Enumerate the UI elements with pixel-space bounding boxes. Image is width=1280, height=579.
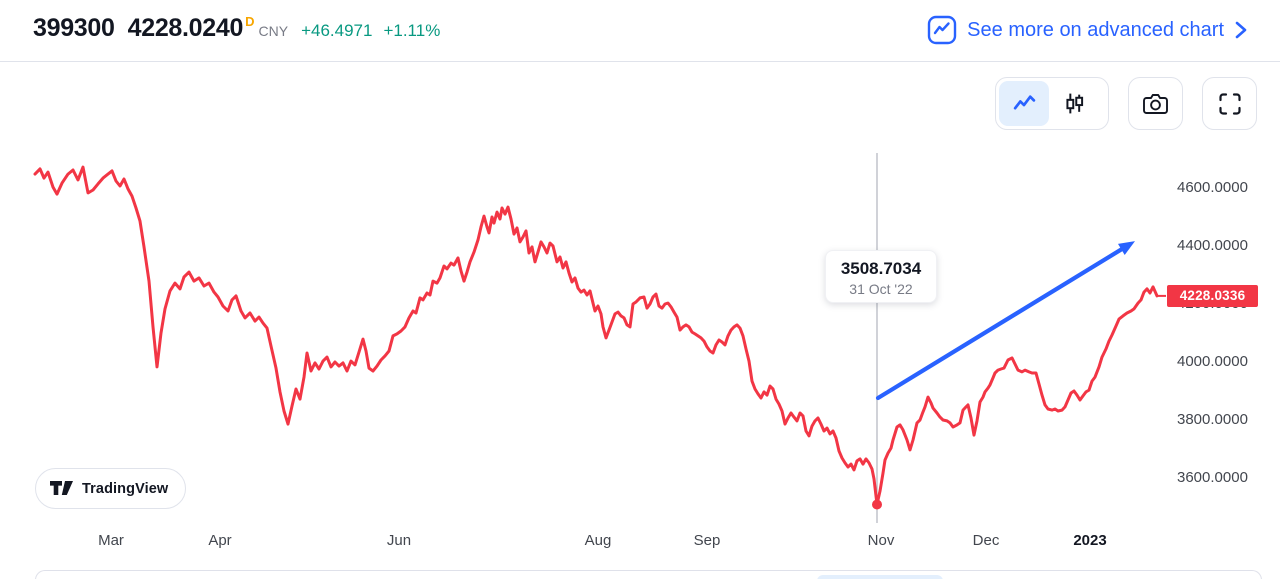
y-axis-label: 4600.0000 [1177,179,1248,196]
range-toolbar [35,570,1262,579]
y-axis-label: 3600.0000 [1177,469,1248,486]
tooltip-date: 31 Oct '22 [849,281,913,297]
range-button-selected[interactable] [817,575,943,579]
mini-chart-icon [927,15,957,45]
fullscreen-button[interactable] [1202,77,1257,130]
last-price: 4228.0240 [127,14,244,42]
line-chart-button[interactable] [999,81,1049,126]
tradingview-logo-text: TradingView [82,480,169,497]
tradingview-logo-icon [49,480,74,498]
candlestick-icon [1062,91,1087,116]
x-axis-label: Sep [693,532,721,549]
symbol-name: 399300 [33,14,115,42]
trend-arrow-line[interactable] [875,244,1129,401]
price-line-series [33,165,1159,506]
y-axis-label: 4000.0000 [1177,353,1248,370]
x-axis-label: Aug [584,532,612,549]
fullscreen-icon [1218,92,1242,116]
tradingview-attribution[interactable]: TradingView [35,468,187,509]
price-change: +46.4971 [301,21,373,40]
candlestick-chart-button[interactable] [1049,81,1099,126]
quote-header: 399300 4228.0240 D CNY +46.4971 +1.11% S… [0,0,1280,62]
advanced-chart-link-label: See more on advanced chart [967,18,1224,41]
x-axis-label: Jun [386,532,412,549]
x-axis-label: 2023 [1073,532,1107,549]
x-axis-label: Mar [98,532,124,549]
snapshot-button[interactable] [1128,77,1183,130]
chart-toolbar [995,77,1257,130]
market-status-flag: D [245,14,255,29]
quote-summary: 399300 4228.0240 D CNY +46.4971 +1.11% [33,14,440,48]
x-axis-label: Dec [972,532,1000,549]
line-chart-icon [1012,91,1037,116]
y-axis-label: 4400.0000 [1177,237,1248,254]
chevron-right-icon [1234,20,1248,40]
y-axis-label: 3800.0000 [1177,411,1248,428]
crosshair-marker-dot [872,499,882,510]
crosshair-tooltip: 3508.7034 31 Oct '22 [825,250,937,303]
camera-icon [1142,92,1169,116]
currency-label: CNY [258,23,289,39]
chart-type-switch [995,77,1109,130]
tooltip-price: 3508.7034 [840,259,922,278]
trend-arrow-head [1118,241,1135,255]
x-axis-label: Nov [867,532,895,549]
price-change-percent: +1.11% [383,21,441,40]
x-axis-label: Apr [208,532,232,549]
last-price-axis-label: 4228.0336 [1167,284,1258,307]
advanced-chart-link[interactable]: See more on advanced chart [927,13,1248,47]
